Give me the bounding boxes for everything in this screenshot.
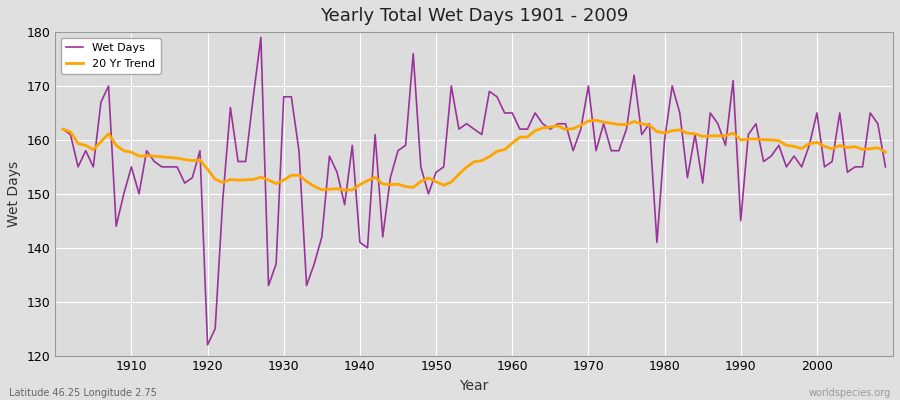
Legend: Wet Days, 20 Yr Trend: Wet Days, 20 Yr Trend xyxy=(61,38,160,74)
20 Yr Trend xyxy=(58,127,68,132)
Line: Wet Days: Wet Days xyxy=(63,38,886,345)
Wet Days xyxy=(346,143,357,148)
20 Yr Trend xyxy=(331,186,342,191)
20 Yr Trend xyxy=(339,188,350,192)
Wet Days xyxy=(880,164,891,169)
Wet Days xyxy=(202,342,213,347)
Wet Days xyxy=(58,127,68,132)
20 Yr Trend xyxy=(507,141,517,146)
Wet Days xyxy=(522,127,533,132)
20 Yr Trend xyxy=(590,118,601,123)
Wet Days xyxy=(119,192,130,196)
20 Yr Trend xyxy=(515,135,526,140)
Wet Days xyxy=(614,148,625,153)
Line: 20 Yr Trend: 20 Yr Trend xyxy=(63,120,886,190)
Text: Latitude 46.25 Longitude 2.75: Latitude 46.25 Longitude 2.75 xyxy=(9,388,157,398)
20 Yr Trend xyxy=(880,150,891,154)
Title: Yearly Total Wet Days 1901 - 2009: Yearly Total Wet Days 1901 - 2009 xyxy=(320,7,628,25)
Y-axis label: Wet Days: Wet Days xyxy=(7,161,21,227)
X-axis label: Year: Year xyxy=(460,379,489,393)
Wet Days xyxy=(515,127,526,132)
Wet Days xyxy=(256,35,266,40)
Wet Days xyxy=(302,283,312,288)
20 Yr Trend xyxy=(286,173,297,178)
20 Yr Trend xyxy=(119,148,130,153)
20 Yr Trend xyxy=(614,122,625,127)
Text: worldspecies.org: worldspecies.org xyxy=(809,388,891,398)
